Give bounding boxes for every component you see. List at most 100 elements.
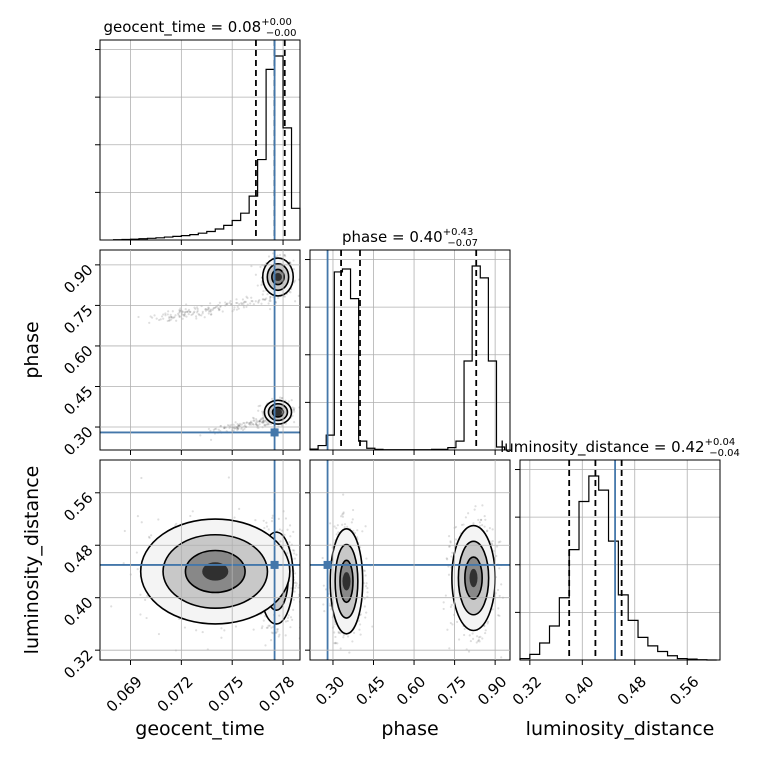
sample-point xyxy=(284,634,287,637)
sample-point xyxy=(209,310,212,313)
gridlines xyxy=(520,460,720,660)
sample-point xyxy=(232,308,236,311)
sample-point xyxy=(229,300,232,303)
sample-point xyxy=(294,581,297,584)
sample-point xyxy=(292,569,295,573)
sample-point xyxy=(337,631,340,635)
hist-panel-luminosity_distance: luminosity_distance = 0.42+0.04 −0.04 xyxy=(500,437,740,661)
sample-point xyxy=(364,585,368,588)
sample-point xyxy=(257,301,260,304)
sample-point xyxy=(188,310,192,314)
density-contour xyxy=(202,562,229,581)
panel-frame xyxy=(99,39,301,241)
sample-point xyxy=(492,549,495,553)
sample-point xyxy=(178,310,181,313)
sample-point xyxy=(293,407,296,410)
sample-point xyxy=(275,628,278,631)
sample-point xyxy=(270,626,273,629)
sample-point xyxy=(243,427,246,430)
sample-point xyxy=(486,622,489,625)
sample-point xyxy=(256,284,259,287)
sample-point xyxy=(322,584,325,587)
sample-point xyxy=(211,308,214,312)
sample-point xyxy=(193,310,196,313)
sample-point xyxy=(297,294,300,297)
x-tick-label: 0.30 xyxy=(312,673,348,709)
sample-point xyxy=(481,523,484,527)
sample-point xyxy=(371,625,374,628)
sample-point xyxy=(490,542,494,545)
sample-point xyxy=(192,311,195,314)
sample-point xyxy=(491,608,494,611)
sample-point xyxy=(291,618,294,621)
hist-bin xyxy=(569,550,579,660)
panel-frame xyxy=(99,459,301,661)
sample-point xyxy=(262,290,265,293)
sample-point xyxy=(245,421,249,424)
sample-point xyxy=(366,587,369,590)
sample-point xyxy=(245,305,248,309)
sample-point xyxy=(198,314,201,317)
sample-point xyxy=(290,398,293,402)
histogram-step xyxy=(112,55,301,241)
density-contour xyxy=(273,408,282,417)
sample-point xyxy=(179,307,182,310)
sample-point xyxy=(185,310,189,313)
sample-point xyxy=(212,307,215,310)
sample-point xyxy=(175,319,178,322)
sample-point xyxy=(195,317,198,320)
sample-point xyxy=(255,419,258,422)
hist-bin xyxy=(488,361,496,450)
sample-point xyxy=(207,310,211,313)
sample-point xyxy=(474,505,477,508)
sample-point xyxy=(224,301,227,304)
sample-point xyxy=(484,518,487,521)
x-tick-label: 0.069 xyxy=(103,673,146,716)
sample-point xyxy=(139,593,142,596)
x-axis-label: geocent_time xyxy=(135,718,264,740)
x-tick-label: 0.75 xyxy=(434,673,470,709)
sample-point xyxy=(266,423,269,426)
sample-point xyxy=(259,265,262,269)
hist-bin xyxy=(241,213,249,240)
sample-point xyxy=(333,525,336,528)
sample-point xyxy=(337,531,340,534)
sample-point xyxy=(498,614,501,617)
sample-point xyxy=(235,298,238,301)
sample-point xyxy=(352,529,355,532)
hist-bin xyxy=(207,231,215,240)
sample-point xyxy=(457,638,461,641)
hist-bin xyxy=(599,490,609,660)
sample-point xyxy=(262,416,265,419)
sample-point xyxy=(201,310,204,313)
sample-point xyxy=(260,420,263,424)
sample-point xyxy=(292,268,295,271)
sample-point xyxy=(157,632,161,636)
sample-point xyxy=(257,409,260,412)
sample-point xyxy=(235,301,238,305)
sample-point xyxy=(497,607,500,610)
x-tick-label: 0.90 xyxy=(474,673,510,709)
panel-frame xyxy=(519,459,721,661)
sample-point xyxy=(250,421,253,424)
sample-point xyxy=(178,309,181,312)
sample-point xyxy=(259,418,262,421)
sample-point xyxy=(269,295,272,299)
sample-point xyxy=(479,635,482,638)
sample-point xyxy=(447,573,451,576)
sample-point xyxy=(221,310,224,313)
x-axis-label: phase xyxy=(381,718,438,740)
hist-bin xyxy=(648,646,658,660)
sample-point xyxy=(269,422,273,426)
sample-point xyxy=(222,426,226,430)
sample-point xyxy=(267,302,270,305)
y-tick-label: 0.60 xyxy=(60,342,96,378)
truth-marker xyxy=(323,560,332,569)
sample-point xyxy=(209,309,212,312)
sample-point xyxy=(257,405,260,408)
sample-point xyxy=(352,631,356,634)
sample-point xyxy=(445,557,448,560)
sample-point xyxy=(237,424,240,427)
sample-point xyxy=(286,619,289,623)
sample-point xyxy=(284,620,288,623)
